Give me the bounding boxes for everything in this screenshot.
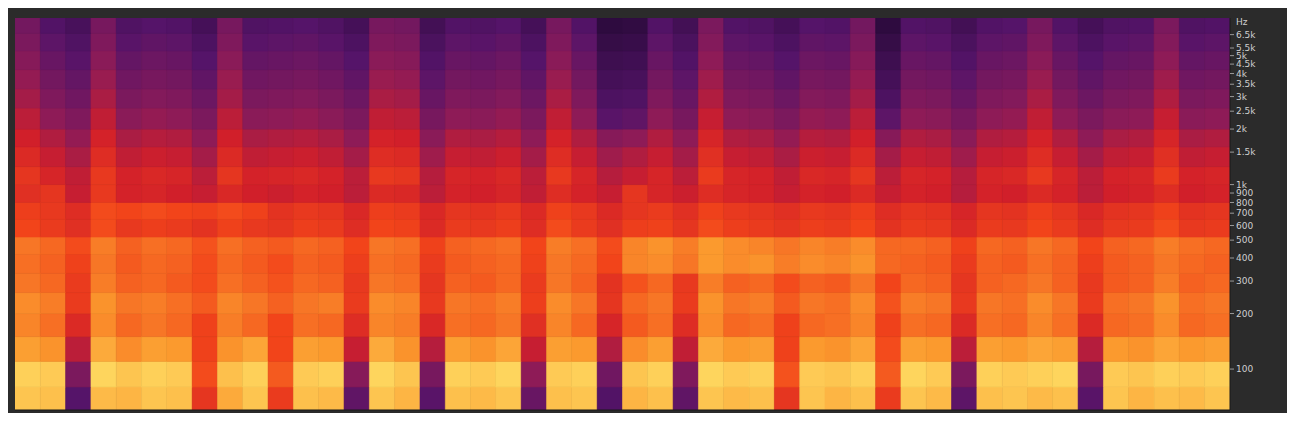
svg-text:900: 900 [1236, 188, 1254, 199]
svg-text:600: 600 [1236, 221, 1253, 231]
svg-text:500: 500 [1236, 235, 1253, 245]
svg-text:2k: 2k [1236, 124, 1248, 134]
svg-text:6.5k: 6.5k [1236, 30, 1256, 40]
html-text:Hz: Hz [1236, 17, 1248, 27]
svg-text:700: 700 [1236, 208, 1253, 218]
svg-text:1.5k: 1.5k [1236, 147, 1256, 157]
svg-text:5k: 5k [1236, 50, 1247, 61]
svg-text:3k: 3k [1236, 92, 1248, 102]
svg-text:300: 300 [1236, 276, 1253, 286]
svg-text:4k: 4k [1236, 69, 1248, 79]
svg-text:3.5k: 3.5k [1236, 79, 1256, 89]
svg-text:800: 800 [1236, 198, 1253, 208]
svg-text:2.5k: 2.5k [1236, 106, 1256, 116]
svg-text:200: 200 [1236, 309, 1253, 319]
svg-text:1k: 1k [1236, 180, 1248, 190]
svg-text:100: 100 [1236, 364, 1253, 374]
svg-text:5.5k: 5.5k [1236, 43, 1256, 53]
svg-text:400: 400 [1236, 253, 1253, 263]
svg-text:4.5k: 4.5k [1236, 59, 1256, 70]
